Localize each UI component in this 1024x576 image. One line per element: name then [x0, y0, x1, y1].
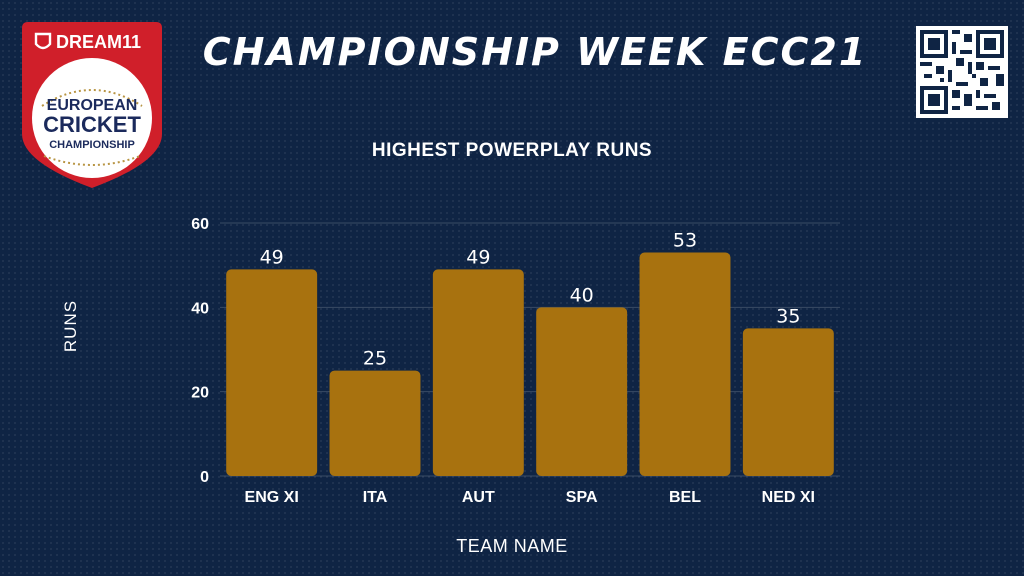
chart-title: HIGHEST POWERPLAY RUNS: [371, 140, 653, 161]
x-tick-label: NED XI: [762, 489, 815, 506]
bar-spa: [536, 307, 628, 476]
y-tick-label: 0: [200, 469, 209, 486]
european-cricket-championship-logo: DREAM11 EUROPEAN CRICKET CHAMPIONSHIP: [22, 22, 162, 188]
x-tick-label: AUT: [462, 489, 495, 506]
x-tick-label: BEL: [669, 489, 701, 506]
logo-line-cricket: CRICKET: [43, 112, 141, 137]
y-tick-label: 20: [191, 385, 209, 402]
data-label: 35: [776, 305, 800, 327]
x-tick-label: ITA: [363, 489, 388, 506]
bar-bel: [639, 252, 731, 476]
logo-line-championship: CHAMPIONSHIP: [49, 139, 135, 151]
data-label: 49: [260, 246, 284, 268]
data-label: 40: [570, 284, 594, 306]
logo-brand: DREAM11: [56, 32, 141, 52]
logo-line-european: EUROPEAN: [47, 97, 138, 114]
data-label: 49: [466, 246, 490, 268]
page-title: CHAMPIONSHIP WEEK ECC21: [202, 30, 868, 74]
bar-ita: [329, 370, 421, 476]
x-axis-label: TEAM NAME: [456, 536, 568, 556]
y-tick-label: 60: [191, 216, 209, 233]
bar-ned-xi: [742, 328, 834, 476]
data-label: 53: [673, 230, 697, 252]
x-tick-label: ENG XI: [245, 489, 299, 506]
qr-code-icon: [916, 26, 1008, 118]
data-label: 25: [363, 348, 387, 370]
bar-aut: [432, 269, 524, 476]
bar-eng-xi: [226, 269, 318, 476]
x-tick-label: SPA: [566, 489, 598, 506]
dream11-shield-icon: [34, 32, 52, 50]
y-tick-label: 40: [191, 300, 209, 317]
